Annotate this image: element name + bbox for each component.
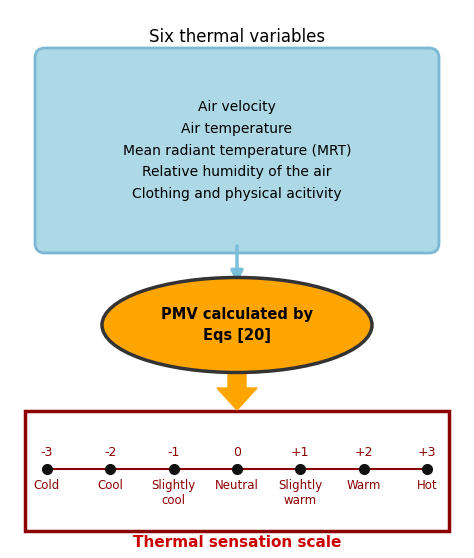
Text: Neutral: Neutral — [215, 479, 259, 492]
Text: Warm: Warm — [346, 479, 381, 492]
Text: -3: -3 — [41, 446, 53, 459]
Text: PMV calculated by
Eqs [20]: PMV calculated by Eqs [20] — [161, 307, 313, 343]
FancyBboxPatch shape — [35, 48, 439, 253]
Text: -1: -1 — [167, 446, 180, 459]
Text: Thermal sensation scale: Thermal sensation scale — [133, 535, 341, 550]
Text: Hot: Hot — [417, 479, 438, 492]
Text: +1: +1 — [291, 446, 310, 459]
Text: 0: 0 — [233, 446, 241, 459]
Text: +3: +3 — [418, 446, 436, 459]
Text: Slightly
cool: Slightly cool — [152, 479, 196, 507]
FancyArrow shape — [217, 372, 257, 410]
Text: Six thermal variables: Six thermal variables — [149, 28, 325, 46]
Bar — [25, 411, 449, 531]
Text: +2: +2 — [355, 446, 373, 459]
Ellipse shape — [102, 277, 372, 373]
Text: Slightly
warm: Slightly warm — [278, 479, 322, 507]
Text: Air velocity
Air temperature
Mean radiant temperature (MRT)
Relative humidity of: Air velocity Air temperature Mean radian… — [123, 100, 351, 201]
Text: Cold: Cold — [34, 479, 60, 492]
Text: -2: -2 — [104, 446, 117, 459]
Text: Cool: Cool — [97, 479, 123, 492]
